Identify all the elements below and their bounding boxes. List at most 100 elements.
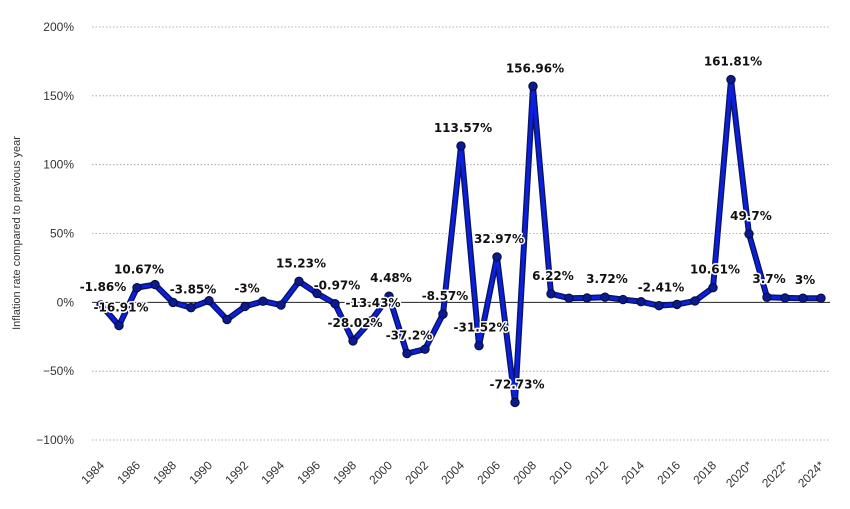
x-tick-label: 2000 (366, 458, 395, 487)
data-point (240, 301, 250, 312)
data-label: 156.96% (506, 61, 564, 75)
data-point (510, 397, 520, 408)
y-tick-label: 50% (50, 227, 74, 241)
data-point (276, 300, 286, 310)
x-tick-label: 2006 (474, 458, 503, 487)
y-axis-label: Inflation rate compared to previous year (11, 136, 23, 330)
data-label: 161.81% (704, 55, 762, 69)
x-tick-label: 2024* (795, 458, 827, 490)
x-tick-label: 2022* (759, 458, 791, 490)
data-point (402, 348, 412, 359)
data-label: 6.22% (532, 269, 574, 283)
data-label: -8.57% (422, 289, 469, 303)
data-label: -31.52% (454, 321, 509, 335)
data-label: -72.73% (490, 377, 545, 391)
x-tick-label: 1996 (294, 458, 323, 487)
data-point (726, 74, 736, 85)
data-label: -0.97% (314, 279, 361, 293)
data-point (114, 320, 124, 331)
data-point (168, 297, 178, 308)
data-point (132, 282, 142, 293)
data-label: 10.61% (690, 263, 740, 277)
data-point (492, 252, 502, 262)
x-tick-label: 1992 (222, 458, 251, 487)
x-tick-label: 2016 (654, 458, 683, 487)
data-point (438, 309, 448, 319)
data-label: -1.86% (80, 280, 127, 294)
data-point (474, 341, 484, 351)
data-point (366, 316, 376, 326)
data-point (420, 344, 430, 354)
data-point (672, 299, 682, 310)
data-point (708, 283, 718, 293)
x-tick-label: 1990 (186, 458, 215, 487)
data-label: -3% (234, 281, 259, 295)
data-label: 113.57% (434, 121, 492, 135)
x-tick-label: 2012 (582, 458, 611, 487)
data-point (258, 296, 268, 306)
x-tick-label: 1986 (114, 458, 143, 487)
data-point (222, 314, 232, 325)
data-point (636, 296, 646, 307)
data-label: 3.72% (586, 272, 628, 286)
data-point (654, 300, 664, 311)
y-axis-ticks: −100% −50% 0% 50% 100% 150% 200% (36, 20, 74, 447)
data-point (150, 279, 160, 290)
data-point (798, 293, 808, 303)
data-point (600, 292, 610, 302)
data-label: 3% (795, 273, 815, 287)
x-tick-label: 1984 (78, 458, 107, 487)
data-label: -37.2% (386, 329, 433, 343)
x-tick-label: 2010 (546, 458, 575, 487)
data-point (312, 288, 322, 299)
data-point (564, 293, 574, 303)
data-labels: -1.86% -16.91% 10.67% -3.85% -3% 15.23% -0.97%… (78, 53, 817, 393)
data-point (762, 292, 772, 302)
data-point (294, 276, 304, 287)
x-tick-label: 2004 (438, 458, 467, 487)
data-label: 15.23% (276, 256, 326, 270)
x-tick-label: 2018 (690, 458, 719, 487)
y-tick-label: 150% (43, 89, 74, 103)
y-tick-label: 200% (43, 20, 74, 34)
y-tick-label: 0% (57, 295, 75, 309)
data-label: 4.48% (370, 271, 412, 285)
data-label: 32.97% (474, 232, 524, 246)
x-tick-label: 2014 (618, 458, 647, 487)
x-tick-label: 2008 (510, 458, 539, 487)
data-label: 49.7% (730, 209, 772, 223)
data-label: -3.85% (170, 283, 217, 297)
series-markers (96, 74, 826, 408)
x-tick-label: 1998 (330, 458, 359, 487)
data-point (816, 293, 826, 303)
data-point (546, 289, 556, 299)
y-tick-label: −100% (36, 433, 74, 447)
data-point (96, 300, 106, 310)
data-label: 3.7% (752, 272, 785, 286)
x-axis-ticks: 1984 1986 1988 1990 1992 1994 1996 1998 2000 2002… (78, 458, 827, 490)
x-tick-label: 2020* (723, 458, 755, 490)
data-label: -28.02% (328, 316, 383, 330)
data-point (780, 293, 790, 303)
y-tick-label: 100% (43, 158, 74, 172)
data-point (186, 302, 196, 313)
y-tick-label: −50% (43, 364, 74, 378)
data-point (204, 295, 214, 306)
grid-lines (92, 26, 830, 441)
data-point (348, 336, 358, 346)
x-tick-label: 1994 (258, 458, 287, 487)
data-label: -13.43% (346, 296, 401, 310)
data-point (456, 141, 466, 151)
data-point (618, 294, 628, 305)
data-point (582, 293, 592, 303)
data-point (528, 81, 538, 91)
data-label: 10.67% (114, 263, 164, 277)
data-point (384, 291, 394, 301)
data-point (744, 229, 754, 239)
x-tick-label: 1988 (150, 458, 179, 487)
data-label: -2.41% (638, 281, 685, 295)
x-tick-label: 2002 (402, 458, 431, 487)
data-point (330, 298, 340, 309)
data-point (690, 296, 700, 306)
